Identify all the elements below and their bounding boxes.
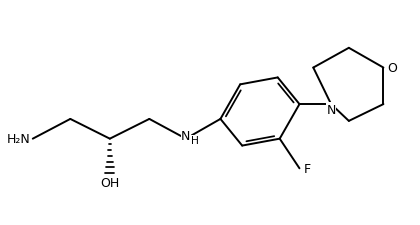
Text: H₂N: H₂N bbox=[7, 133, 31, 146]
Text: H: H bbox=[191, 135, 199, 145]
Text: N: N bbox=[181, 130, 191, 143]
Text: N: N bbox=[326, 103, 336, 116]
Text: OH: OH bbox=[100, 176, 119, 189]
Text: O: O bbox=[387, 62, 397, 75]
Text: F: F bbox=[303, 162, 310, 175]
